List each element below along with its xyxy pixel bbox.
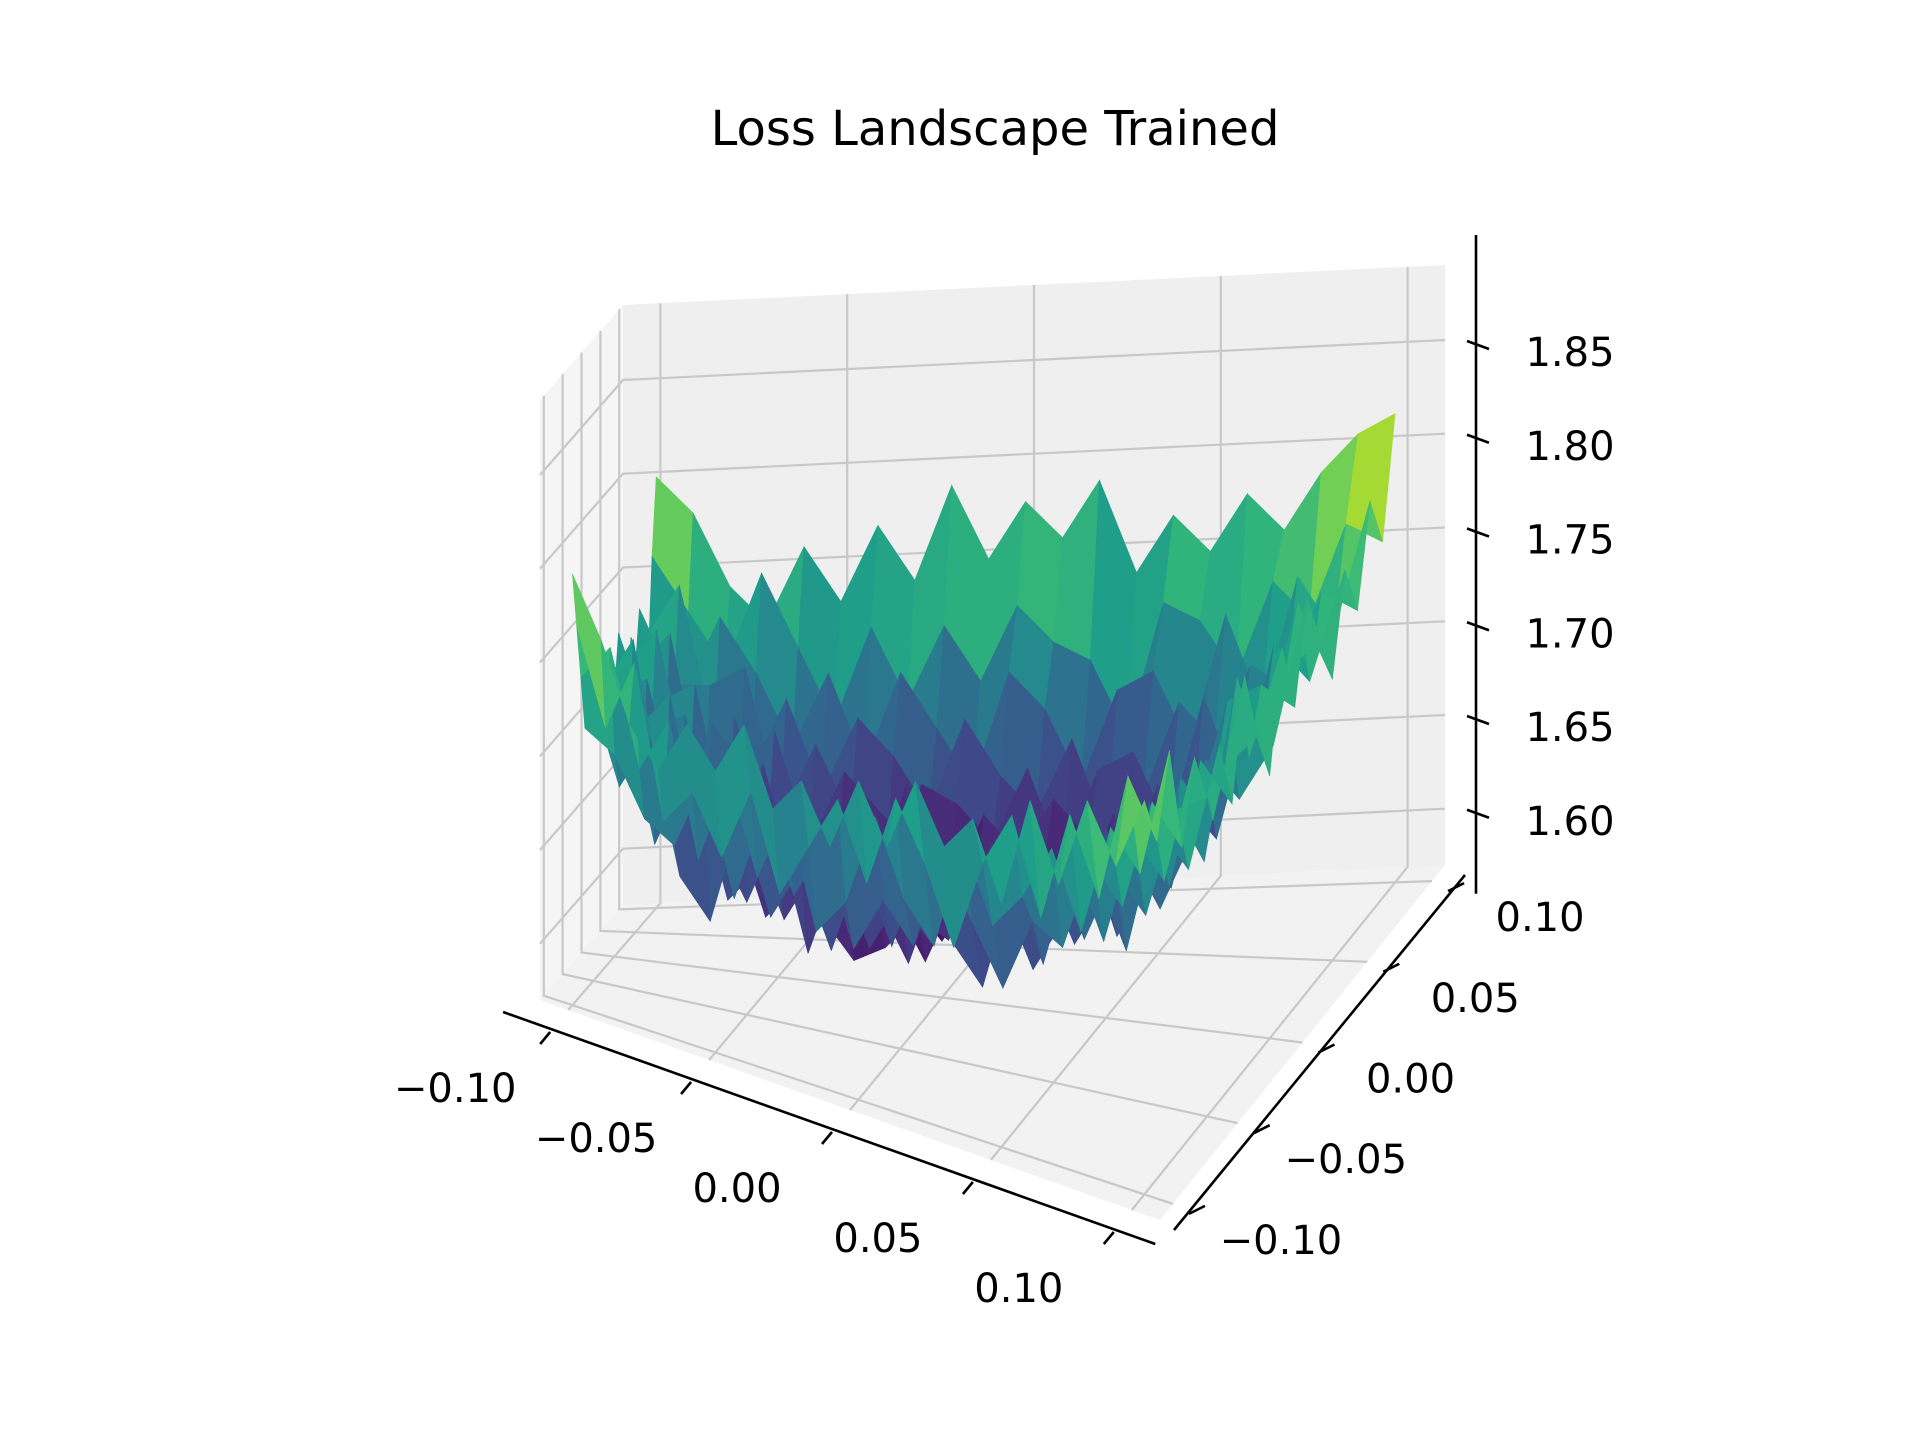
y-gridline <box>542 395 1174 1205</box>
z-tick-label: 1.65 <box>1525 705 1614 751</box>
y-tick-label: 0.10 <box>1496 895 1585 941</box>
x-tick <box>680 1081 693 1095</box>
loss-surface <box>572 413 1396 990</box>
y-tick-label: −0.05 <box>1284 1137 1407 1183</box>
z-tick-label: 1.70 <box>1525 611 1614 657</box>
x-tick-label: 0.00 <box>692 1166 781 1212</box>
y-tick-label: 0.00 <box>1366 1057 1455 1103</box>
x-tick-label: −0.10 <box>394 1066 517 1112</box>
z-tick <box>1466 621 1490 632</box>
y-gridline <box>599 330 1368 963</box>
z-gridline <box>539 338 1446 476</box>
z-gridline <box>539 432 1446 570</box>
z-tick <box>1466 714 1490 726</box>
x-tick-label: −0.05 <box>535 1116 658 1162</box>
x-tick <box>961 1181 974 1195</box>
y-tick <box>1317 1043 1336 1054</box>
chart-title: Loss Landscape Trained <box>711 101 1280 157</box>
x-tick <box>1102 1231 1115 1245</box>
y-gridline <box>561 374 1238 1125</box>
surface-facet <box>1115 775 1158 867</box>
x-axis-line <box>502 1010 1156 1246</box>
x-gridline <box>990 275 1222 1161</box>
axes-tick-labels: −0.10 −0.05 0.00 0.05 0.10 −0.10 −0.05 0.00 0.05… <box>394 330 1615 1312</box>
z-tick-label: 1.75 <box>1525 518 1614 564</box>
axes-lines <box>502 235 1490 1246</box>
z-tick <box>1466 339 1490 351</box>
y-tick <box>1188 1204 1206 1216</box>
x-gridline <box>1130 266 1409 1211</box>
z-tick <box>1466 527 1490 538</box>
x-tick-label: 0.05 <box>833 1216 922 1262</box>
z-tick <box>1466 433 1490 444</box>
y-tick-label: 0.05 <box>1431 976 1520 1022</box>
x-tick <box>821 1131 833 1145</box>
x-tick <box>539 1031 552 1045</box>
y-tick <box>1253 1124 1271 1135</box>
y-tick <box>1382 962 1400 973</box>
y-tick-label: −0.10 <box>1220 1218 1343 1264</box>
z-tick-label: 1.60 <box>1525 799 1614 845</box>
floor-pane <box>540 865 1445 1220</box>
x-tick-label: 0.10 <box>974 1266 1063 1312</box>
z-tick <box>1466 808 1490 819</box>
z-tick-label: 1.80 <box>1525 424 1614 470</box>
y-gridline <box>580 352 1303 1044</box>
z-tick-label: 1.85 <box>1525 330 1614 376</box>
y-tick <box>1447 881 1465 893</box>
